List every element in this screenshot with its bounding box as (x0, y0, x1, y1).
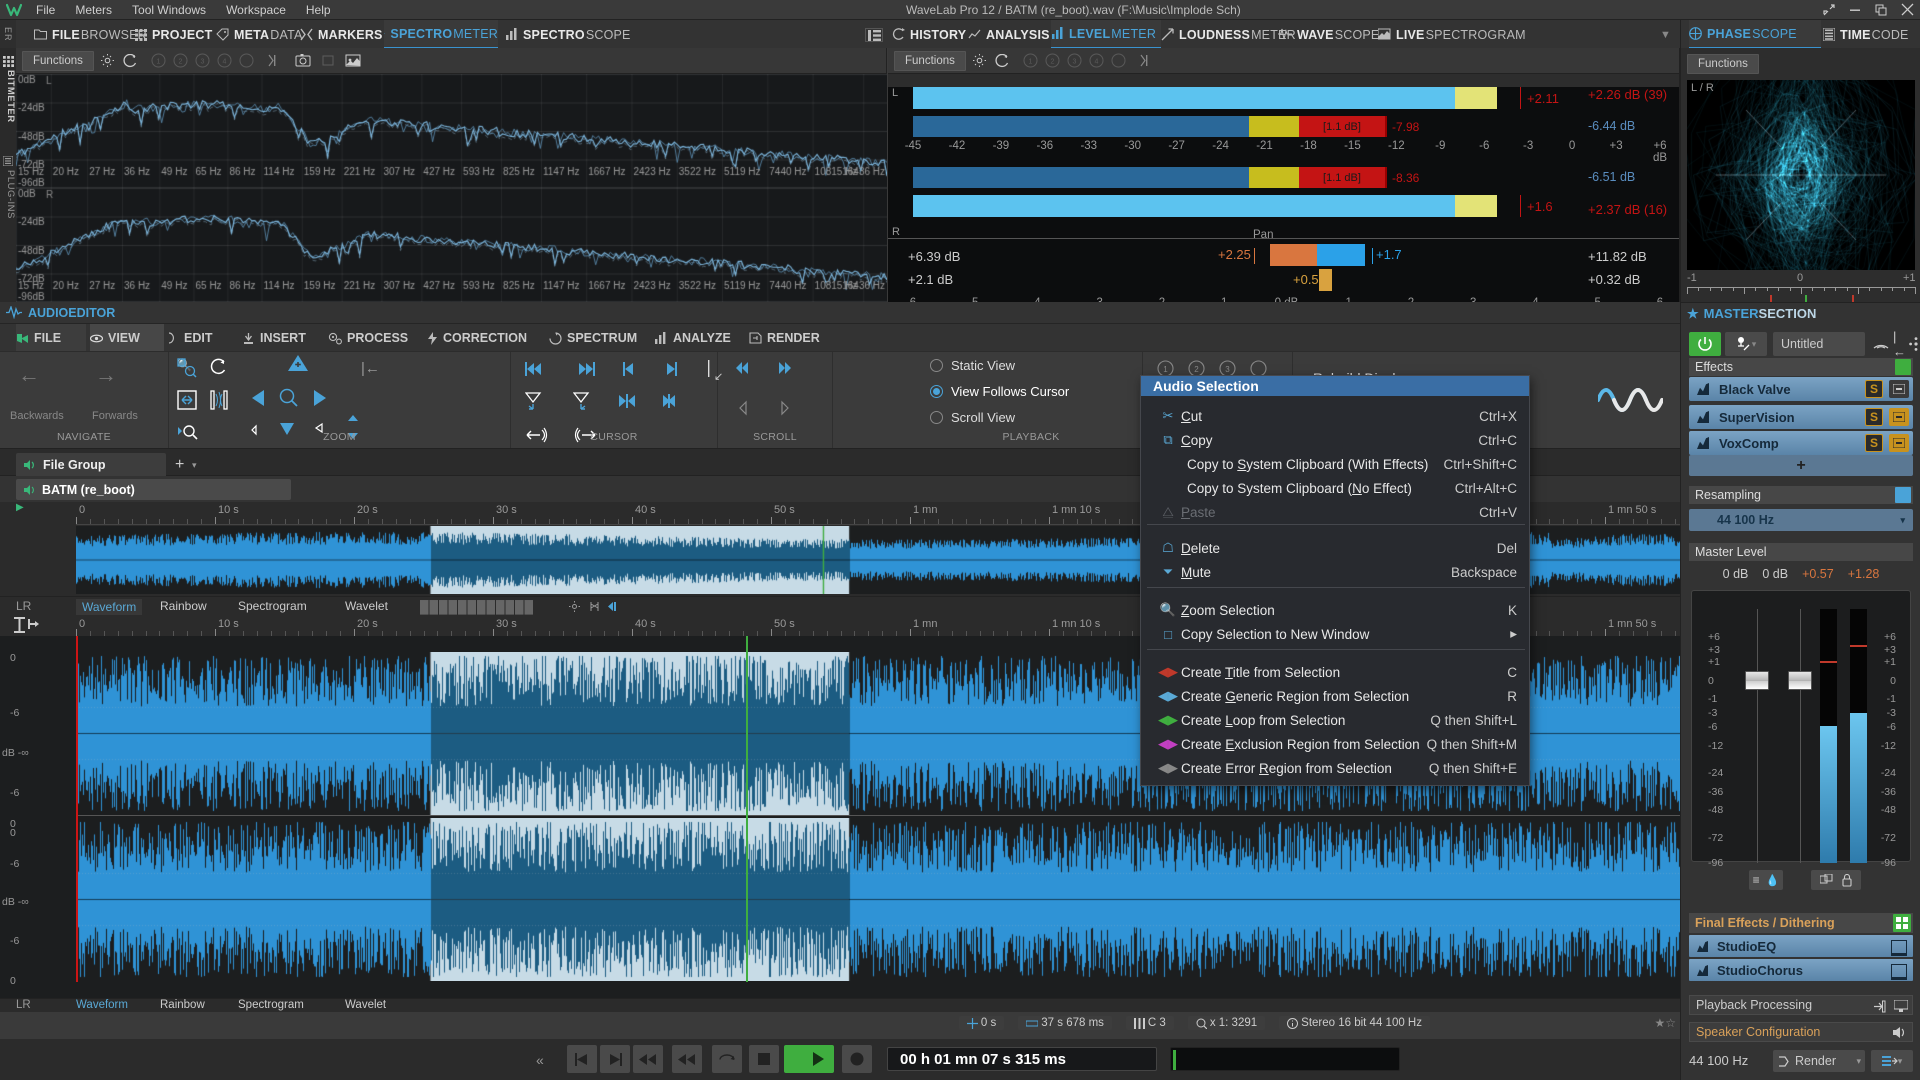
svg-text:3: 3 (1072, 59, 1076, 66)
svg-text:4: 4 (1094, 59, 1098, 66)
svg-text:1: 1 (1028, 59, 1032, 66)
svg-text:1: 1 (1163, 365, 1168, 374)
svg-text:2: 2 (1050, 59, 1054, 66)
svg-text:1: 1 (156, 59, 160, 66)
svg-text:2: 2 (1194, 365, 1199, 374)
svg-text:3: 3 (200, 59, 204, 66)
svg-text:3: 3 (1225, 365, 1230, 374)
svg-text:4: 4 (222, 59, 226, 66)
svg-text:2: 2 (178, 59, 182, 66)
